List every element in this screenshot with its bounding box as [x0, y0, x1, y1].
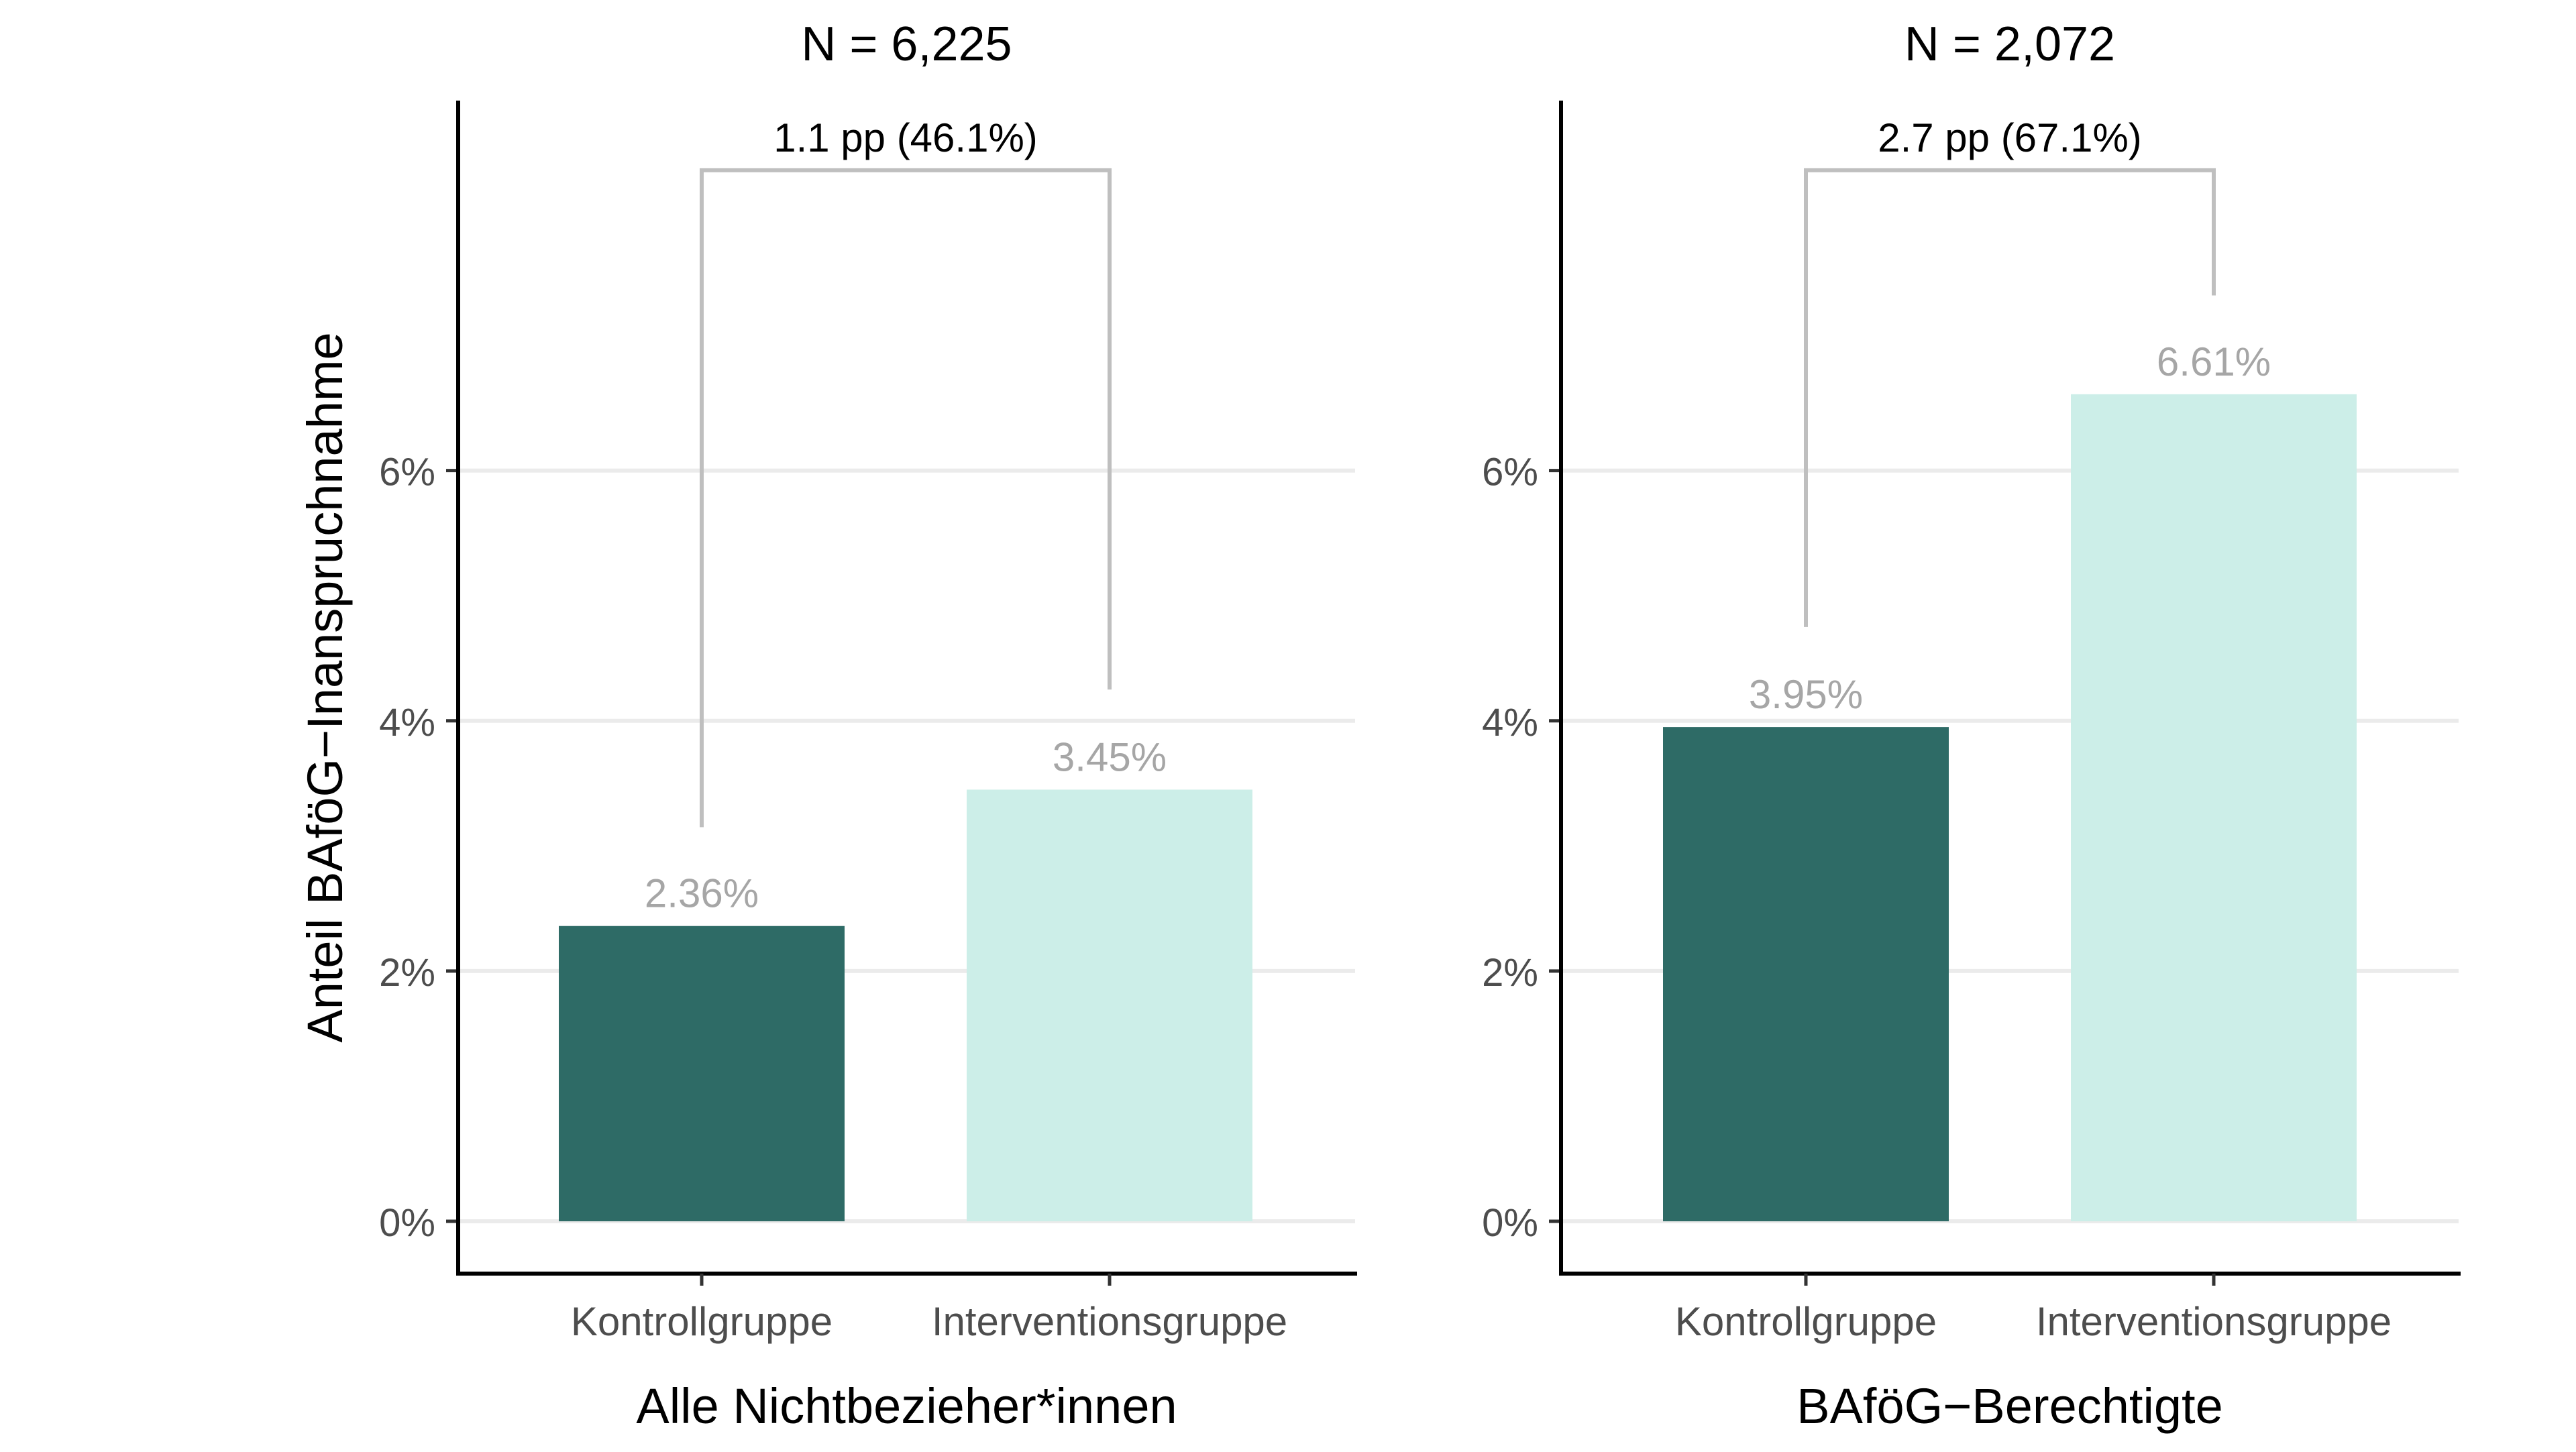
- panel-1-x-tick-label-interventionsgruppe: Interventionsgruppe: [932, 1299, 1287, 1344]
- panel-1-y-tick-label: 6%: [379, 451, 435, 494]
- panel-2-y-tick-label: 4%: [1482, 701, 1538, 744]
- panel-2-comparison-label: 2.7 pp (67.1%): [1878, 115, 2142, 160]
- panel-2-comparison-bracket: [1804, 168, 2216, 627]
- panel-1-x-tick-label-kontrollgruppe: Kontrollgruppe: [571, 1299, 833, 1344]
- panel-2-y-tick-label: 2%: [1482, 951, 1538, 995]
- panel-1-y-tick-label: 0%: [379, 1201, 435, 1245]
- panel-2-x-tick-label-kontrollgruppe: Kontrollgruppe: [1675, 1299, 1937, 1344]
- panel-2-x-tick-label-interventionsgruppe: Interventionsgruppe: [2036, 1299, 2392, 1344]
- panel-1-x-axis-title: Alle Nichtbezieher*innen: [636, 1378, 1177, 1434]
- panel-1-bar-interventionsgruppe: [967, 789, 1252, 1221]
- panel-2-bar-kontrollgruppe: [1663, 727, 1949, 1221]
- panel-2-bar-interventionsgruppe: [2071, 394, 2357, 1221]
- panel-2-value-label-kontrollgruppe: 3.95%: [1749, 672, 1863, 717]
- panel-1-y-tick-label: 2%: [379, 951, 435, 995]
- panel-2-x-axis-title: BAföG−Berechtigte: [1796, 1378, 2223, 1434]
- panel-1-value-label-kontrollgruppe: 2.36%: [645, 871, 759, 916]
- panel-1-bar-kontrollgruppe: [559, 926, 845, 1221]
- panel-1-y-tick-label: 4%: [379, 701, 435, 744]
- panel-2-y-tick-label: 0%: [1482, 1201, 1538, 1245]
- panel-2-value-label-interventionsgruppe: 6.61%: [2157, 339, 2271, 384]
- panel-1-comparison-bracket: [700, 168, 1112, 828]
- panel-2-y-tick-label: 6%: [1482, 451, 1538, 494]
- panel-1-value-label-interventionsgruppe: 3.45%: [1053, 734, 1167, 779]
- y-axis-title: Anteil BAföG−Inanspruchnahme: [297, 332, 353, 1042]
- panel-2-panel-title: N = 2,072: [1904, 17, 2115, 71]
- panel-1-comparison-label: 1.1 pp (46.1%): [773, 115, 1038, 160]
- panel-1-panel-title: N = 6,225: [801, 17, 1012, 71]
